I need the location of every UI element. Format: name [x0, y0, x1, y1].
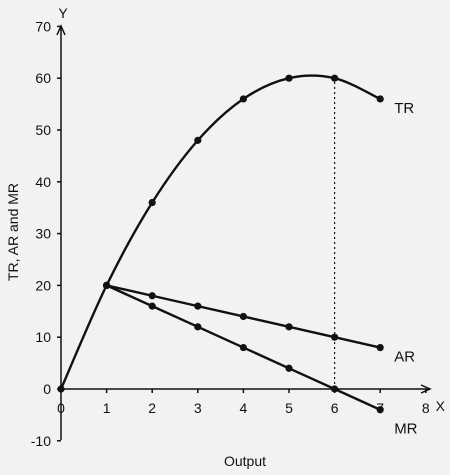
x-axis-letter: X — [436, 398, 446, 414]
series-lines — [59, 74, 381, 411]
y-tick-label: 60 — [35, 70, 51, 86]
point-mr-x3 — [194, 323, 202, 331]
y-tick-label: 30 — [35, 226, 51, 242]
y-tick-label: 0 — [43, 381, 51, 397]
point-mr-x6 — [331, 385, 339, 393]
y-tick-label: 40 — [35, 174, 51, 190]
y-axis-letter: Y — [58, 5, 68, 21]
y-tick-label: 10 — [35, 329, 51, 345]
point-tr-x2 — [148, 198, 156, 207]
data-points — [57, 74, 384, 414]
y-tick-label: 50 — [35, 122, 51, 138]
point-tr-x3 — [194, 136, 202, 144]
point-ar-x4 — [239, 312, 247, 321]
point-tr-x0 — [57, 385, 65, 393]
x-tick-label: 6 — [331, 400, 339, 416]
labels: TR AR MR — [394, 100, 417, 438]
point-ar-x3 — [194, 302, 202, 310]
series-label-tr: TR — [394, 100, 414, 117]
point-mr-x1 — [103, 281, 111, 289]
y-tick-label: -10 — [31, 433, 51, 449]
axes: -10010203040506070012345678YXOutputTR, A… — [5, 5, 446, 469]
series-label-mr: MR — [394, 421, 417, 438]
point-mr-x7 — [376, 406, 384, 414]
x-axis-title: Output — [224, 453, 266, 469]
point-tr-x4 — [239, 95, 247, 103]
point-tr-x5 — [285, 74, 293, 82]
x-tick-label: 2 — [148, 400, 156, 416]
point-ar-x6 — [331, 333, 339, 341]
point-mr-x5 — [285, 364, 293, 372]
x-tick-label: 3 — [194, 400, 202, 416]
y-tick-label: 20 — [35, 277, 51, 293]
x-tick-label: 1 — [103, 400, 111, 416]
series-line-tr — [59, 74, 381, 390]
x-tick-label: 4 — [240, 400, 248, 416]
y-tick-label: 70 — [35, 18, 51, 34]
y-axis-title: TR, AR and MR — [5, 183, 21, 281]
x-tick-label: 0 — [57, 400, 65, 416]
x-axis-arrow — [420, 384, 432, 394]
x-tick-label: 5 — [285, 400, 293, 416]
point-tr-x6 — [331, 74, 339, 82]
x-tick-label: 8 — [422, 400, 430, 416]
point-mr-x2 — [148, 302, 156, 310]
point-ar-x5 — [285, 323, 293, 331]
point-tr-x7 — [376, 95, 384, 103]
point-mr-x4 — [239, 343, 247, 352]
point-ar-x7 — [376, 343, 384, 352]
series-label-ar: AR — [394, 349, 415, 366]
point-ar-x2 — [148, 292, 156, 300]
